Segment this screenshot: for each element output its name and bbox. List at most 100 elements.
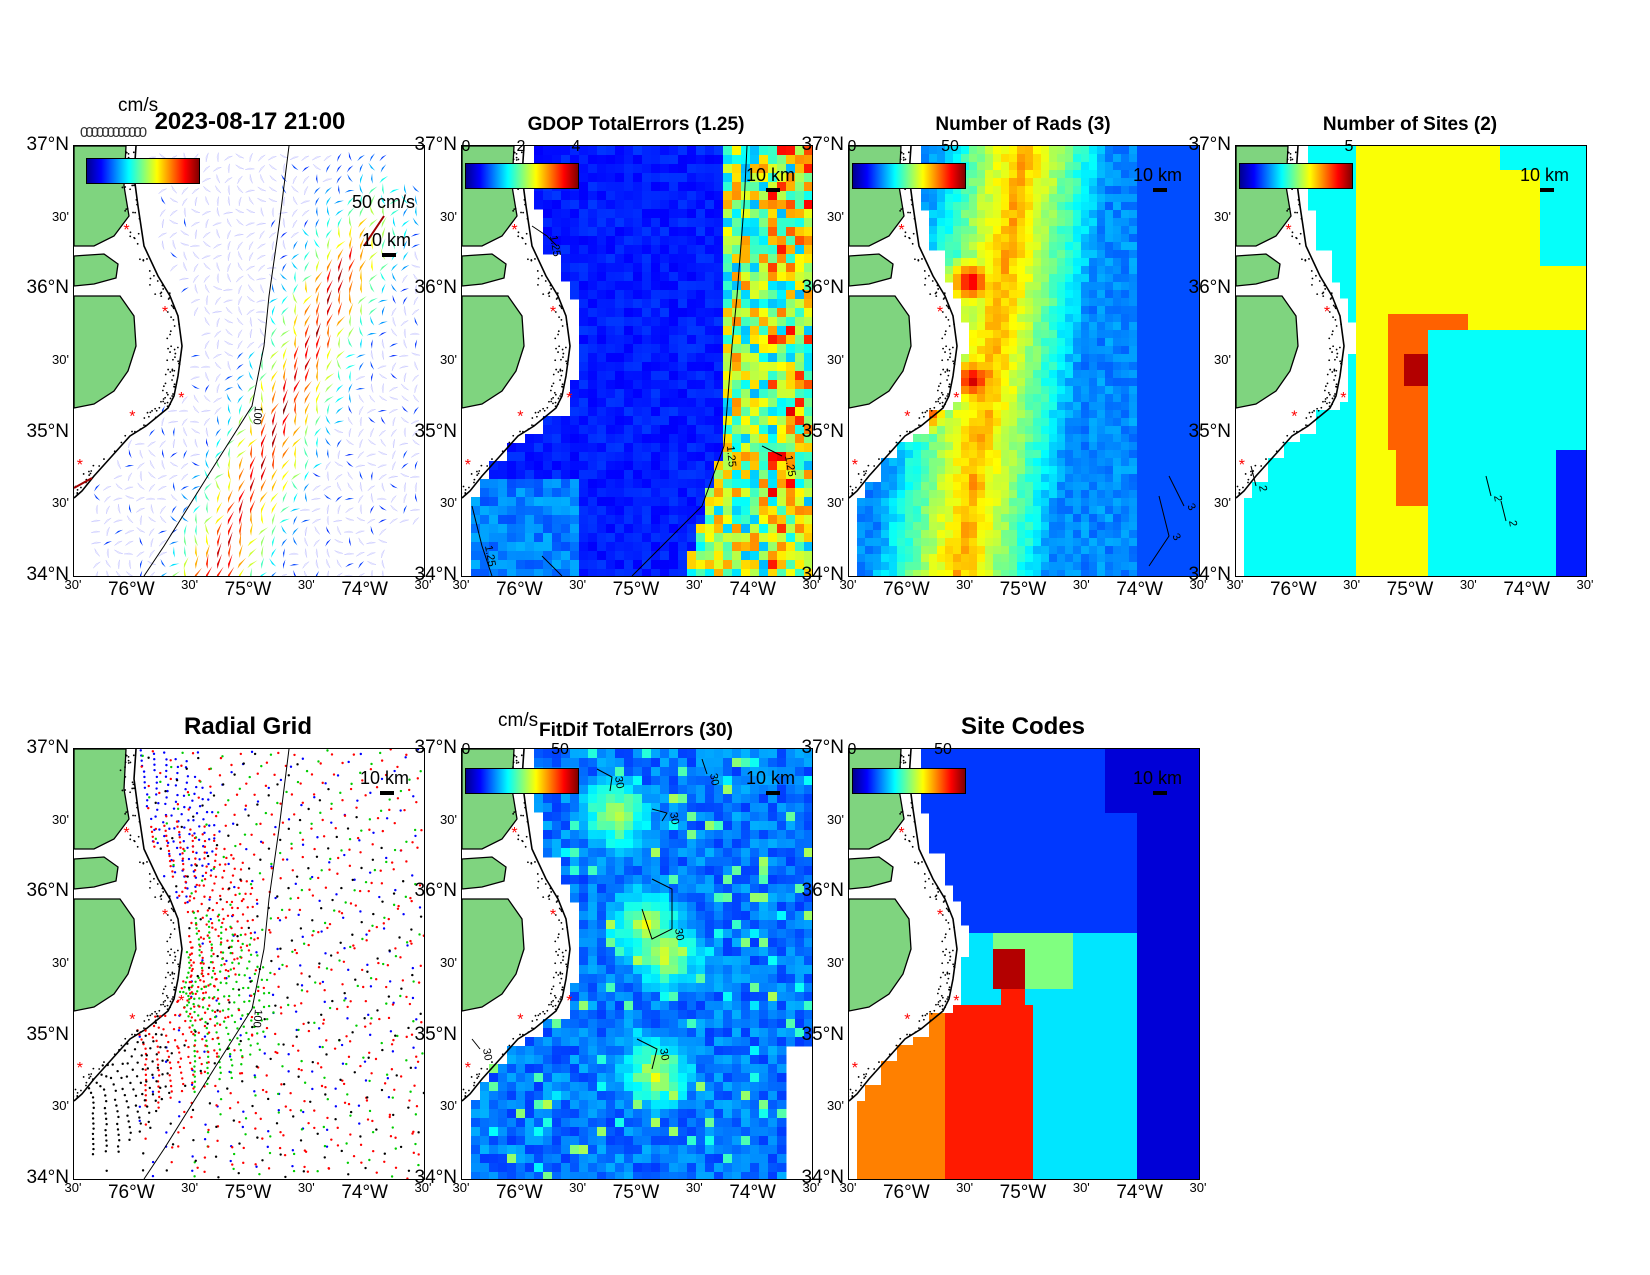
grid-cell	[1129, 202, 1138, 211]
current-vector	[228, 478, 231, 492]
grid-cell	[687, 164, 697, 174]
grid-cell	[498, 461, 508, 471]
grid-cell	[1089, 226, 1098, 235]
grid-cell	[804, 245, 812, 255]
current-vector	[401, 219, 410, 228]
grid-cell	[1057, 570, 1066, 576]
current-vector	[249, 153, 253, 163]
current-vector	[261, 466, 267, 481]
map-plot-num-rads[interactable]: 3 3 * * * * *	[848, 145, 1200, 577]
grid-cell	[1532, 154, 1541, 163]
grid-cell	[1161, 202, 1170, 211]
grid-cell	[633, 236, 643, 246]
site-marker-icon[interactable]: *	[550, 304, 556, 321]
current-vector	[347, 207, 355, 217]
grid-cell	[1185, 386, 1194, 395]
grid-cell	[507, 470, 517, 480]
grid-cell	[1129, 506, 1138, 515]
grid-cell	[1073, 354, 1082, 363]
grid-cell	[1041, 194, 1050, 203]
grid-cell	[696, 533, 706, 543]
current-vector	[293, 492, 298, 503]
grid-cell	[1017, 474, 1026, 483]
site-marker-icon[interactable]: *	[566, 390, 572, 407]
grid-cell	[597, 407, 607, 417]
current-vector	[268, 198, 278, 202]
current-vector	[91, 519, 101, 523]
current-vector	[335, 209, 344, 217]
grid-cell	[1041, 530, 1050, 539]
grid-cell	[705, 317, 715, 327]
grid-cell	[795, 461, 805, 471]
site-marker-icon[interactable]: *	[517, 408, 523, 425]
grid-cell	[1161, 378, 1170, 387]
grid-cell	[1105, 146, 1114, 155]
current-vector	[305, 344, 309, 360]
site-marker-icon[interactable]: *	[511, 222, 517, 239]
grid-cell	[1412, 154, 1421, 163]
grid-cell	[1193, 202, 1199, 211]
grid-cell	[1025, 394, 1034, 403]
grid-cell	[714, 218, 724, 228]
grid-cell	[1081, 466, 1090, 475]
grid-cell	[624, 173, 634, 183]
current-vector	[335, 350, 345, 360]
grid-cell	[1081, 506, 1090, 515]
grid-cell	[1129, 234, 1138, 243]
coast-dot	[162, 398, 165, 400]
site-marker-icon[interactable]: *	[953, 390, 959, 407]
site-marker-icon[interactable]: *	[904, 408, 910, 425]
grid-cell	[1113, 530, 1122, 539]
site-marker-icon[interactable]: *	[162, 304, 168, 321]
grid-cell	[1001, 458, 1010, 467]
grid-cell	[633, 209, 643, 219]
grid-cell	[615, 173, 625, 183]
grid-cell	[961, 250, 970, 259]
current-vector	[227, 415, 232, 426]
site-marker-icon[interactable]: *	[178, 390, 184, 407]
coast-dot	[939, 402, 941, 405]
grid-cell	[606, 452, 616, 462]
site-marker-icon[interactable]: *	[129, 408, 135, 425]
current-vector	[337, 153, 342, 162]
grid-cell	[507, 560, 517, 570]
current-vector	[301, 228, 310, 237]
current-vector	[382, 226, 386, 239]
grid-cell	[889, 562, 898, 571]
map-plot-num-sites[interactable]: 2 2 2 * * * * *	[1235, 145, 1587, 577]
grid-cell	[1137, 266, 1146, 275]
site-marker-icon[interactable]: *	[77, 457, 83, 474]
map-plot-total-vectors[interactable]: 100 * * * * *	[73, 145, 425, 577]
map-plot-gdop[interactable]: 1.251.251.251.251.25*****	[461, 145, 813, 577]
current-vector	[215, 478, 221, 491]
grid-cell	[1137, 498, 1146, 507]
grid-cell	[498, 533, 508, 543]
grid-cell	[642, 200, 652, 210]
current-vector	[358, 537, 364, 546]
current-vector	[170, 264, 178, 272]
grid-cell	[804, 371, 812, 381]
grid-cell	[1404, 146, 1413, 155]
site-marker-icon[interactable]: *	[898, 222, 904, 239]
grid-cell	[1049, 242, 1058, 251]
grid-cell	[687, 470, 697, 480]
grid-cell	[993, 394, 1002, 403]
site-marker-icon[interactable]: *	[852, 457, 858, 474]
current-vector	[269, 164, 277, 171]
grid-cell	[660, 560, 670, 570]
coast-dot	[522, 211, 525, 214]
grid-cell	[1113, 146, 1122, 155]
grid-cell	[723, 236, 733, 246]
grid-cell	[651, 146, 661, 156]
grid-cell	[1113, 498, 1122, 507]
grid-cell	[1073, 338, 1082, 347]
site-marker-icon[interactable]: *	[937, 304, 943, 321]
grid-cell	[1089, 322, 1098, 331]
site-marker-icon[interactable]: *	[123, 222, 129, 239]
grid-cell	[1105, 162, 1114, 171]
coast-dot	[937, 385, 940, 388]
grid-cell	[993, 546, 1002, 555]
current-vector	[169, 474, 178, 480]
site-marker-icon[interactable]: *	[465, 457, 471, 474]
grid-cell	[660, 443, 670, 453]
